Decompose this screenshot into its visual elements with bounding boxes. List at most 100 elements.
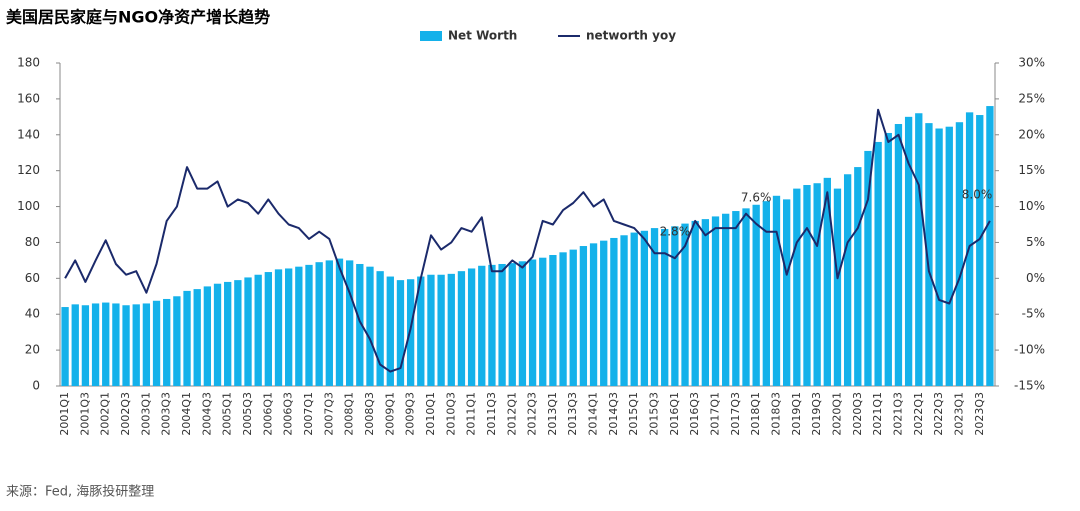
bar [142,303,151,386]
x-tick-label: 2004Q1 [180,392,193,436]
x-tick-label: 2006Q1 [261,392,274,436]
bar [945,126,953,387]
legend-swatch [420,31,442,41]
bar [833,188,842,386]
y-tick-label: 160 [17,91,40,105]
bar [579,246,588,386]
x-tick-label: 2009Q1 [383,392,396,436]
bar [782,199,791,386]
x-tick-label: 2013Q1 [546,392,559,436]
y-tick-label: 0 [32,379,40,393]
data-label: 2.8% [660,225,691,239]
bar [630,232,638,386]
bar [112,303,120,386]
bar [854,167,862,386]
bar [305,264,313,386]
y-tick-label: 20 [25,343,40,357]
bar [915,113,923,386]
x-tick-label: 2008Q3 [363,392,376,436]
line [64,108,991,373]
x-tick-label: 2021Q3 [891,392,904,436]
x-tick-label: 2018Q1 [749,392,762,436]
y2-tick-label: -10% [1014,343,1045,357]
bar [874,141,882,386]
bar [152,300,161,386]
bar [701,219,710,386]
bar [102,302,110,386]
bar [671,226,679,386]
bar [173,296,181,386]
bar [457,271,466,386]
bar [986,106,994,387]
bar [955,122,964,386]
bar [742,208,750,386]
x-tick-label: 2005Q3 [241,392,254,436]
y-tick-label: 60 [25,271,40,285]
x-tick-label: 2022Q1 [912,392,925,436]
y-tick-label: 120 [17,163,40,177]
x-tick-label: 2016Q1 [668,392,681,436]
bar [508,263,516,386]
bar [894,124,903,386]
bar [539,257,547,386]
bar [213,283,222,386]
legend-label: networth yoy [586,29,676,43]
bar [823,177,831,386]
x-tick-label: 2002Q1 [99,392,112,436]
bar [163,298,171,386]
bar [488,264,496,386]
x-tick-label: 2007Q1 [302,392,315,436]
y-tick-label: 100 [17,199,40,213]
bar [396,280,405,386]
x-tick-label: 2022Q3 [932,392,945,436]
y2-tick-label: 15% [1018,163,1045,177]
bar [325,260,333,386]
bar [315,262,323,386]
bar [650,228,659,386]
bar [935,128,943,386]
bar [335,258,344,386]
x-tick-label: 2010Q1 [424,392,437,436]
bar [467,268,476,386]
y2-tick-label: 25% [1018,91,1045,105]
y-tick-label: 80 [25,235,40,249]
x-tick-label: 2015Q3 [648,392,661,436]
bar [600,240,608,386]
bar [498,263,506,386]
x-tick-label: 2011Q3 [485,392,498,436]
x-tick-label: 2015Q1 [627,392,640,436]
bar [437,274,445,386]
y-tick-label: 40 [25,307,40,321]
x-tick-label: 2001Q3 [78,392,91,436]
y2-tick-label: 5% [1026,235,1045,249]
bar [518,261,527,386]
bar [193,289,201,386]
bar [884,132,892,386]
x-tick-label: 2020Q3 [851,392,864,436]
bar [366,266,374,386]
x-tick-label: 2017Q3 [729,392,742,436]
bar [864,150,872,386]
data-label: 8.0% [962,187,993,201]
bar [447,273,455,386]
x-tick-label: 2008Q1 [343,392,356,436]
x-tick-label: 2021Q1 [871,392,884,436]
bar [722,213,730,386]
bar [925,123,933,386]
x-tick-label: 2003Q3 [160,392,173,436]
bar [427,274,435,386]
y2-tick-label: 20% [1018,127,1045,141]
x-tick-label: 2020Q1 [830,392,843,436]
x-tick-label: 2019Q3 [810,392,823,436]
bar [183,290,191,386]
bar [803,185,811,386]
x-tick-label: 2004Q3 [200,392,213,436]
bar [549,255,557,386]
y2-tick-label: -5% [1022,307,1045,321]
bar [386,276,394,386]
bar [559,252,567,386]
bar [224,281,232,386]
bar [681,223,689,386]
x-tick-label: 2009Q3 [404,392,417,436]
